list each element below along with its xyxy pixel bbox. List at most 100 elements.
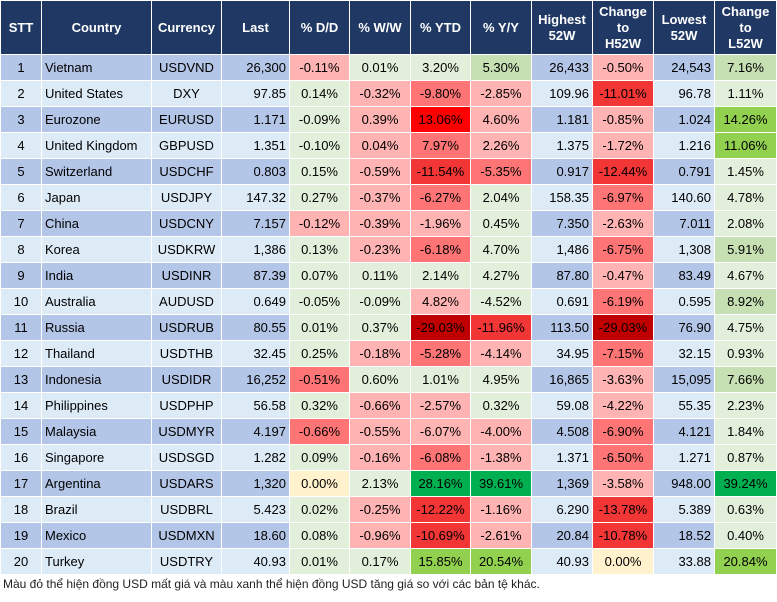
cell-cl: 1.84% [715, 419, 776, 444]
cell-l52: 76.90 [654, 315, 714, 340]
cell-l52: 83.49 [654, 263, 714, 288]
cell-country: Thailand [42, 341, 151, 366]
cell-l52: 96.78 [654, 81, 714, 106]
cell-dd: -0.09% [290, 107, 349, 132]
table-row: 15 Malaysia USDMYR 4.197 -0.66% -0.55% -6.07% -… [1, 419, 776, 444]
cell-dd: -0.05% [290, 289, 349, 314]
cell-ww: -0.66% [350, 393, 410, 418]
cell-last: 56.58 [222, 393, 289, 418]
cell-last: 1,386 [222, 237, 289, 262]
cell-ww: 0.01% [350, 55, 410, 80]
cell-yy: -4.52% [471, 289, 531, 314]
cell-h52: 6.290 [532, 497, 592, 522]
cell-ytd: -11.54% [411, 159, 470, 184]
cell-ch: -6.19% [593, 289, 653, 314]
cell-last: 147.32 [222, 185, 289, 210]
cell-currency: USDKRW [152, 237, 221, 262]
cell-ww: -0.18% [350, 341, 410, 366]
cell-stt: 9 [1, 263, 41, 288]
cell-cl: 1.11% [715, 81, 776, 106]
cell-l52: 5.389 [654, 497, 714, 522]
cell-currency: USDINR [152, 263, 221, 288]
cell-currency: USDCHF [152, 159, 221, 184]
cell-stt: 10 [1, 289, 41, 314]
header-country: Country [42, 1, 151, 54]
cell-cl: 0.87% [715, 445, 776, 470]
cell-country: Argentina [42, 471, 151, 496]
cell-ytd: 15.85% [411, 549, 470, 574]
cell-ch: 0.00% [593, 549, 653, 574]
cell-dd: 0.01% [290, 315, 349, 340]
cell-ch: -12.44% [593, 159, 653, 184]
cell-cl: 7.66% [715, 367, 776, 392]
cell-ytd: 1.01% [411, 367, 470, 392]
cell-last: 80.55 [222, 315, 289, 340]
cell-stt: 11 [1, 315, 41, 340]
cell-ch: -6.75% [593, 237, 653, 262]
table-row: 3 Eurozone EURUSD 1.171 -0.09% 0.39% 13.06% 4.6… [1, 107, 776, 132]
cell-stt: 6 [1, 185, 41, 210]
table-row: 16 Singapore USDSGD 1.282 0.09% -0.16% -6.08% -… [1, 445, 776, 470]
cell-stt: 1 [1, 55, 41, 80]
cell-cl: 4.67% [715, 263, 776, 288]
cell-currency: USDJPY [152, 185, 221, 210]
cell-dd: 0.27% [290, 185, 349, 210]
cell-last: 1.171 [222, 107, 289, 132]
cell-h52: 1,369 [532, 471, 592, 496]
cell-stt: 12 [1, 341, 41, 366]
table-row: 8 Korea USDKRW 1,386 0.13% -0.23% -6.18% 4.70% 1… [1, 237, 776, 262]
cell-yy: 0.45% [471, 211, 531, 236]
cell-h52: 4.508 [532, 419, 592, 444]
cell-dd: 0.02% [290, 497, 349, 522]
cell-h52: 109.96 [532, 81, 592, 106]
cell-currency: USDBRL [152, 497, 221, 522]
cell-cl: 0.63% [715, 497, 776, 522]
cell-ytd: 28.16% [411, 471, 470, 496]
cell-dd: -0.66% [290, 419, 349, 444]
cell-l52: 33.88 [654, 549, 714, 574]
cell-ww: 0.60% [350, 367, 410, 392]
table-body: 1 Vietnam USDVND 26,300 -0.11% 0.01% 3.20% 5.30… [1, 55, 776, 574]
cell-stt: 3 [1, 107, 41, 132]
cell-h52: 1.375 [532, 133, 592, 158]
cell-yy: 2.26% [471, 133, 531, 158]
header-row: STT Country Currency Last% D/D% W/W% YTD% Y… [1, 1, 776, 54]
table-row: 9 India USDINR 87.39 0.07% 0.11% 2.14% 4.27% 87.… [1, 263, 776, 288]
cell-ww: -0.09% [350, 289, 410, 314]
table-row: 13 Indonesia USDIDR 16,252 -0.51% 0.60% 1.01% 4… [1, 367, 776, 392]
header-yy: % Y/Y [471, 1, 531, 54]
table-row: 6 Japan USDJPY 147.32 0.27% -0.37% -6.27% 2.04%… [1, 185, 776, 210]
cell-country: Indonesia [42, 367, 151, 392]
cell-ww: 0.17% [350, 549, 410, 574]
cell-country: Switzerland [42, 159, 151, 184]
cell-yy: 4.27% [471, 263, 531, 288]
header-ytd: % YTD [411, 1, 470, 54]
cell-h52: 87.80 [532, 263, 592, 288]
cell-ch: -0.47% [593, 263, 653, 288]
cell-yy: 20.54% [471, 549, 531, 574]
cell-dd: 0.09% [290, 445, 349, 470]
cell-ww: 0.04% [350, 133, 410, 158]
cell-h52: 0.917 [532, 159, 592, 184]
cell-l52: 4.121 [654, 419, 714, 444]
cell-h52: 0.691 [532, 289, 592, 314]
cell-yy: 5.30% [471, 55, 531, 80]
cell-stt: 19 [1, 523, 41, 548]
cell-last: 0.649 [222, 289, 289, 314]
cell-yy: -2.61% [471, 523, 531, 548]
cell-cl: 8.92% [715, 289, 776, 314]
cell-ww: -0.55% [350, 419, 410, 444]
cell-stt: 17 [1, 471, 41, 496]
table-row: 1 Vietnam USDVND 26,300 -0.11% 0.01% 3.20% 5.30… [1, 55, 776, 80]
cell-country: Singapore [42, 445, 151, 470]
cell-yy: 39.61% [471, 471, 531, 496]
header-currency: Currency [152, 1, 221, 54]
cell-currency: USDCNY [152, 211, 221, 236]
cell-currency: USDMYR [152, 419, 221, 444]
cell-stt: 15 [1, 419, 41, 444]
cell-cl: 5.91% [715, 237, 776, 262]
cell-cl: 11.06% [715, 133, 776, 158]
cell-l52: 24,543 [654, 55, 714, 80]
cell-cl: 0.40% [715, 523, 776, 548]
cell-country: China [42, 211, 151, 236]
